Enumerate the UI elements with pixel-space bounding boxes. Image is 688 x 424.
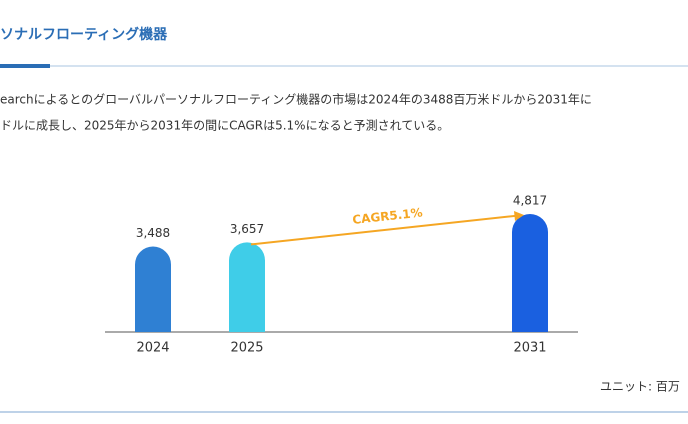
cagr-label: CAGR5.1% [352, 205, 424, 226]
title-underline [0, 64, 50, 68]
paragraph-line: earchによるとのグローバルパーソナルフローティング機器の市場は2024年の3… [0, 92, 592, 107]
unit-label: ユニット: 百万 [600, 380, 680, 394]
section-title: ソナルフローティング機器 [0, 26, 168, 43]
x-tick-label: 2024 [136, 341, 169, 356]
value-label: 3,657 [230, 222, 264, 236]
x-tick-label: 2025 [230, 341, 263, 356]
paragraph-line: ドルに成長し、2025年から2031年の間にCAGRは5.1%になると予測されて… [0, 119, 449, 133]
bar [135, 246, 171, 332]
bar [512, 213, 548, 332]
value-label: 4,817 [513, 193, 547, 207]
bar [229, 242, 265, 332]
cagr-arrow [250, 214, 519, 246]
cagr-arrowhead [514, 210, 524, 221]
x-tick-label: 2031 [513, 341, 546, 356]
value-label: 3,488 [136, 226, 170, 240]
